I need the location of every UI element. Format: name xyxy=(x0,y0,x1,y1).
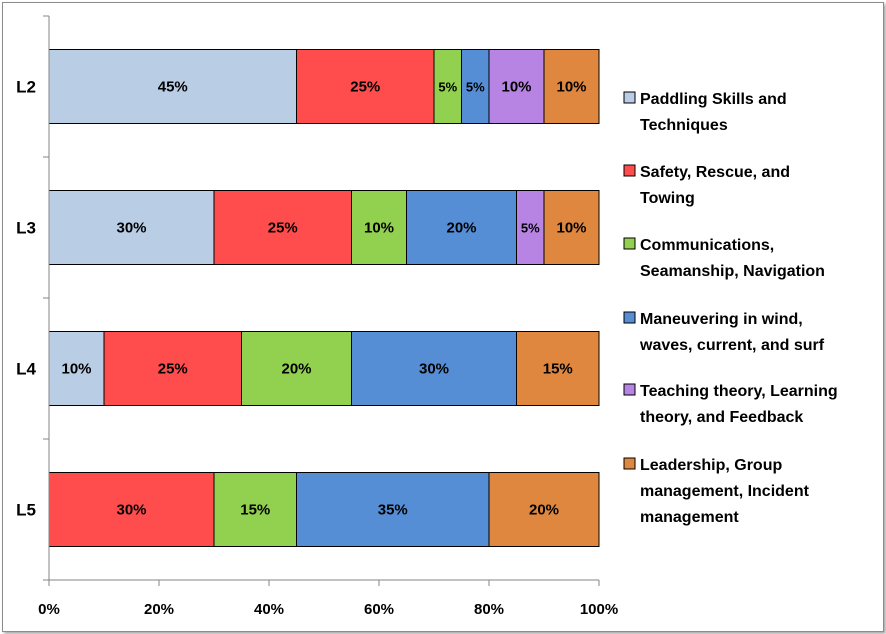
bar-segment-l4-series-2 xyxy=(103,331,242,406)
x-tick-label: 0% xyxy=(38,601,60,618)
bar-segment-l5-series-2 xyxy=(48,472,215,547)
x-tick-label: 60% xyxy=(364,601,394,618)
data-label-l4-series-4: 30% xyxy=(419,361,449,378)
legend-label-2: Safety, Rescue, and Towing xyxy=(640,164,790,207)
data-label-l4-series-2: 25% xyxy=(158,361,188,378)
bar-segment-l2-series-6 xyxy=(543,49,600,124)
bar-segment-l2-series-2 xyxy=(296,49,435,124)
legend-swatch-6 xyxy=(623,457,636,470)
data-label-l3-series-3: 10% xyxy=(364,220,394,237)
data-label-l2-series-4: 5% xyxy=(466,80,485,95)
bar-segment-l3-series-3 xyxy=(351,190,407,265)
x-tick-label: 20% xyxy=(144,601,174,618)
data-label-l5-series-4: 35% xyxy=(378,502,408,519)
x-tick-label: 100% xyxy=(580,601,618,618)
category-label-l3: L3 xyxy=(16,219,36,238)
data-label-l5-series-2: 30% xyxy=(116,502,146,519)
bar-segment-l3-series-5 xyxy=(516,190,545,265)
bar-segment-l3-series-6 xyxy=(543,190,600,265)
bar-segment-l2-series-4 xyxy=(461,49,490,124)
legend-swatch-3 xyxy=(623,237,636,250)
bar-segment-l3-series-2 xyxy=(213,190,352,265)
data-label-l5-series-6: 20% xyxy=(529,502,559,519)
bar-segment-l2-series-5 xyxy=(488,49,545,124)
legend-label-6: Leadership, Group management, Incident man… xyxy=(640,457,810,526)
data-label-l5-series-3: 15% xyxy=(240,502,270,519)
category-label-l2: L2 xyxy=(16,78,36,97)
legend-swatch-4 xyxy=(623,311,636,324)
legend-swatch-1 xyxy=(623,91,636,104)
bar-segment-l4-series-4 xyxy=(351,331,517,406)
bar-segment-l2-series-1 xyxy=(48,49,297,124)
data-label-l2-series-6: 10% xyxy=(556,79,586,96)
legend: Paddling Skills and Techniques Safety, Res… xyxy=(623,91,838,526)
legend-swatch-5 xyxy=(623,383,636,396)
legend-label-4: Maneuvering in wind, waves, current, and … xyxy=(639,311,825,354)
data-label-l3-series-6: 10% xyxy=(556,220,586,237)
legend-label-3: Communications, Seamanship, Navigation xyxy=(640,237,825,280)
data-label-l4-series-1: 10% xyxy=(61,361,91,378)
data-label-l2-series-2: 25% xyxy=(350,79,380,96)
category-label-l4: L4 xyxy=(16,360,36,379)
data-label-l3-series-4: 20% xyxy=(446,220,476,237)
bar-segment-l4-series-3 xyxy=(241,331,352,406)
category-label-l5: L5 xyxy=(16,501,36,520)
bar-segment-l5-series-6 xyxy=(488,472,600,547)
bar-segment-l4-series-1 xyxy=(48,331,105,406)
legend-label-1: Paddling Skills and Techniques xyxy=(640,91,787,134)
axes: L2 L3 L4 L5 0% 20% 40% 60% 80% 100% xyxy=(16,15,618,618)
bar-segment-l4-series-6 xyxy=(516,331,600,406)
data-label-l4-series-3: 20% xyxy=(281,361,311,378)
bar-segment-l3-series-1 xyxy=(48,190,215,265)
data-label-l2-series-5: 10% xyxy=(501,79,531,96)
legend-swatch-2 xyxy=(623,164,636,177)
data-label-l2-series-3: 5% xyxy=(438,80,457,95)
bar-segment-l5-series-3 xyxy=(213,472,297,547)
plot-area: 45% 25% 5% 5% 10% 10% 30% 25% 10% 20% 5% 10% 10% 25% 2… xyxy=(48,49,600,547)
data-label-l3-series-5: 5% xyxy=(521,221,540,236)
x-tick-label: 40% xyxy=(254,601,284,618)
data-label-l3-series-2: 25% xyxy=(268,220,298,237)
data-label-l3-series-1: 30% xyxy=(116,220,146,237)
data-label-l2-series-1: 45% xyxy=(158,79,188,96)
bar-segment-l5-series-4 xyxy=(296,472,490,547)
legend-label-5: Teaching theory, Learning theory, and Fee… xyxy=(640,383,838,426)
x-tick-label: 80% xyxy=(474,601,504,618)
data-label-l4-series-6: 15% xyxy=(543,361,573,378)
